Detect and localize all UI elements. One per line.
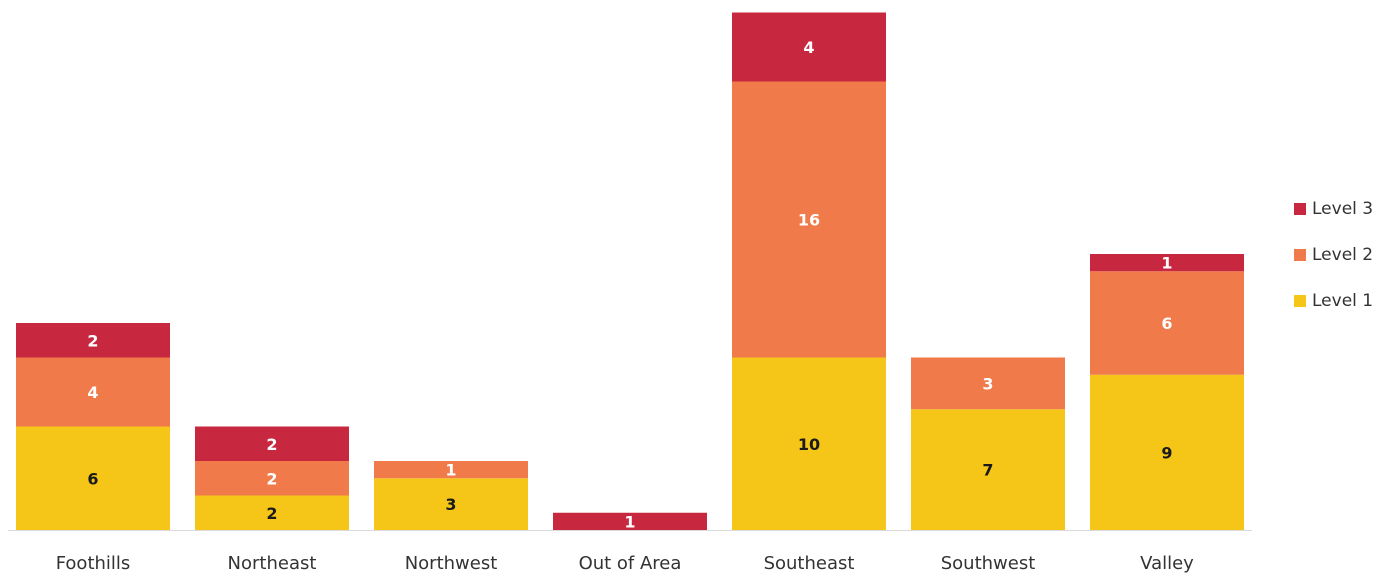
legend-item-level-3: Level 3 — [1294, 186, 1373, 232]
data-label-northwest-level-1: 3 — [445, 495, 456, 514]
data-label-southeast-level-1: 10 — [798, 435, 820, 454]
data-label-southwest-level-1: 7 — [982, 461, 993, 480]
legend-swatch-level-1 — [1294, 295, 1306, 307]
bar-valley-level-3 — [1090, 254, 1244, 272]
data-label-out-of-area-level-3: 1 — [624, 512, 635, 531]
data-label-northeast-level-2: 2 — [266, 469, 277, 488]
chart-legend: Level 3 Level 2 Level 1 — [1294, 186, 1373, 324]
bar-foothills-level-2 — [16, 357, 170, 427]
bar-foothills-level-3 — [16, 323, 170, 358]
x-tick-label-valley: Valley — [1140, 553, 1194, 574]
data-label-southwest-level-2: 3 — [982, 374, 993, 393]
x-tick-label-out-of-area: Out of Area — [579, 553, 682, 574]
x-tick-label-northeast: Northeast — [228, 553, 317, 574]
bar-southwest-level-1 — [911, 409, 1065, 530]
bar-valley-level-2 — [1090, 271, 1244, 375]
bar-southeast-level-1 — [732, 357, 886, 530]
bar-southwest-level-2 — [911, 357, 1065, 410]
legend-label-level-2: Level 2 — [1312, 245, 1374, 265]
legend-label-level-3: Level 3 — [1312, 199, 1374, 219]
bar-northeast-level-3 — [195, 426, 349, 461]
bar-northwest-level-2 — [374, 461, 528, 479]
data-label-valley-level-3: 1 — [1161, 254, 1172, 273]
data-label-foothills-level-1: 6 — [87, 469, 98, 488]
legend-swatch-level-2 — [1294, 249, 1306, 261]
bar-northwest-level-1 — [374, 478, 528, 530]
legend-label-level-1: Level 1 — [1312, 291, 1374, 311]
data-label-valley-level-1: 9 — [1161, 443, 1172, 462]
data-label-southeast-level-2: 16 — [798, 211, 820, 230]
legend-item-level-1: Level 1 — [1294, 278, 1373, 324]
bar-southeast-level-2 — [732, 81, 886, 358]
data-label-foothills-level-2: 4 — [87, 383, 98, 402]
bar-northeast-level-1 — [195, 495, 349, 530]
legend-item-level-2: Level 2 — [1294, 232, 1373, 278]
bar-southeast-level-3 — [732, 12, 886, 82]
data-label-northeast-level-1: 2 — [266, 504, 277, 523]
x-tick-label-southwest: Southwest — [941, 553, 1036, 574]
data-label-northwest-level-2: 1 — [445, 461, 456, 480]
x-tick-label-northwest: Northwest — [405, 553, 498, 574]
data-label-northeast-level-3: 2 — [266, 435, 277, 454]
data-label-valley-level-2: 6 — [1161, 314, 1172, 333]
bar-valley-level-1 — [1090, 374, 1244, 530]
bar-foothills-level-1 — [16, 426, 170, 530]
x-tick-label-southeast: Southeast — [764, 553, 855, 574]
data-label-foothills-level-3: 2 — [87, 331, 98, 350]
bar-northeast-level-2 — [195, 461, 349, 496]
x-tick-label-foothills: Foothills — [56, 553, 131, 574]
bar-out-of-area-level-3 — [553, 512, 707, 530]
data-label-southeast-level-3: 4 — [803, 38, 814, 57]
legend-swatch-level-3 — [1294, 203, 1306, 215]
